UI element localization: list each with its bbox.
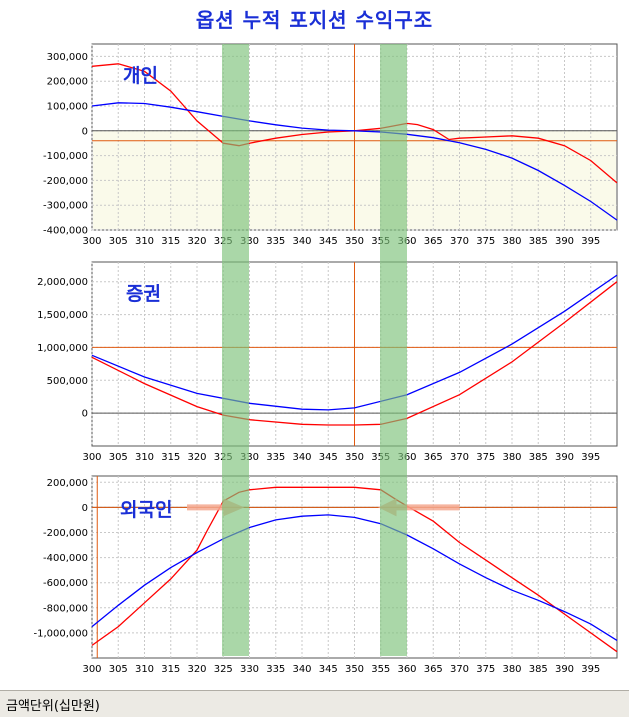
y-tick-label: 0 [82,503,88,514]
x-tick-label: 370 [450,452,469,463]
right-arrow-marker [378,498,460,517]
y-tick-label: 500,000 [47,376,88,387]
series-line-blue [91,514,618,641]
y-tick-label: -600,000 [43,578,88,589]
x-tick-label: 320 [187,236,206,247]
x-tick-label: 330 [240,664,259,675]
y-tick-label: 1,000,000 [37,343,88,354]
x-tick-label: 380 [502,452,521,463]
x-tick-label: 305 [109,664,128,675]
x-tick-label: 380 [502,664,521,675]
y-tick-label: 100,000 [47,102,88,113]
x-tick-label: 385 [529,452,548,463]
y-tick-label: 0 [82,126,88,137]
y-tick-label: -300,000 [43,201,88,212]
x-tick-label: 310 [135,236,154,247]
panel-label: 개인 [123,65,158,87]
x-tick-label: 380 [502,236,521,247]
x-tick-label: 330 [240,452,259,463]
x-tick-label: 375 [476,236,495,247]
x-tick-label: 340 [292,452,311,463]
x-tick-label: 370 [450,664,469,675]
x-tick-label: 360 [397,664,416,675]
highlight-bands [222,44,407,656]
x-tick-label: 325 [214,664,233,675]
x-tick-label: 375 [476,664,495,675]
y-tick-label: 1,500,000 [37,310,88,321]
x-tick-label: 345 [319,664,338,675]
y-tick-label: -200,000 [43,528,88,539]
x-tick-label: 330 [240,236,259,247]
series-line-red [91,63,618,184]
x-tick-label: 315 [161,664,180,675]
x-tick-label: 315 [161,452,180,463]
y-tick-label: -400,000 [43,553,88,564]
chart-title: 옵션 누적 포지션 수익구조 [195,8,434,32]
band-left [222,44,249,656]
y-tick-label: -200,000 [43,176,88,187]
x-tick-label: 395 [581,236,600,247]
x-tick-label: 370 [450,236,469,247]
x-tick-label: 375 [476,452,495,463]
status-bar: 금액단위(십만원) [0,690,629,717]
x-tick-label: 345 [319,236,338,247]
x-tick-label: 385 [529,664,548,675]
y-tick-label: 200,000 [47,77,88,88]
series-line-blue [91,102,618,221]
x-tick-label: 385 [529,236,548,247]
x-tick-label: 350 [345,664,364,675]
y-tick-label: -800,000 [43,603,88,614]
x-tick-label: 305 [109,236,128,247]
x-tick-label: 300 [82,664,101,675]
x-tick-label: 305 [109,452,128,463]
y-tick-label: 200,000 [47,478,88,489]
x-tick-label: 300 [82,452,101,463]
x-tick-label: 365 [424,236,443,247]
plot-frame [91,475,618,659]
y-tick-label: -1,000,000 [33,628,88,639]
y-tick-label: -400,000 [43,226,88,237]
series-line-red [91,281,618,426]
y-tick-label: 0 [82,409,88,420]
x-tick-label: 335 [266,452,285,463]
x-tick-label: 340 [292,236,311,247]
x-tick-label: 395 [581,452,600,463]
unit-label: 금액단위(십만원) [6,699,100,714]
x-tick-label: 310 [135,452,154,463]
x-tick-label: 350 [345,452,364,463]
x-tick-label: 355 [371,664,390,675]
x-tick-label: 340 [292,664,311,675]
x-tick-label: 365 [424,664,443,675]
x-tick-label: 365 [424,452,443,463]
panel-3: 200,000 0 -200,000 -400,000 -600,000 -800,000… [33,475,618,675]
y-tick-label: -100,000 [43,151,88,162]
band-right [380,44,407,656]
x-tick-label: 350 [345,236,364,247]
panel-2: 2,000,000 1,500,000 1,000,000 500,000 0 300 30… [37,261,618,463]
x-tick-label: 335 [266,664,285,675]
x-tick-label: 335 [266,236,285,247]
x-tick-label: 395 [581,664,600,675]
series-line-blue [91,274,618,411]
x-tick-label: 345 [319,452,338,463]
x-tick-label: 320 [187,664,206,675]
charts-canvas: 300,000 200,000 100,000 0 -100,000 -200,000 -3… [33,43,618,675]
x-tick-label: 390 [555,664,574,675]
x-tick-label: 310 [135,664,154,675]
x-tick-label: 315 [161,236,180,247]
panel-label: 증권 [126,283,161,305]
x-tick-label: 390 [555,452,574,463]
y-tick-label: 2,000,000 [37,277,88,288]
y-tick-label: 300,000 [47,52,88,63]
x-tick-label: 390 [555,236,574,247]
panel-label: 외국인 [120,499,172,521]
x-tick-label: 320 [187,452,206,463]
panel-1: 300,000 200,000 100,000 0 -100,000 -200,000 -3… [43,43,618,247]
x-tick-label: 300 [82,236,101,247]
